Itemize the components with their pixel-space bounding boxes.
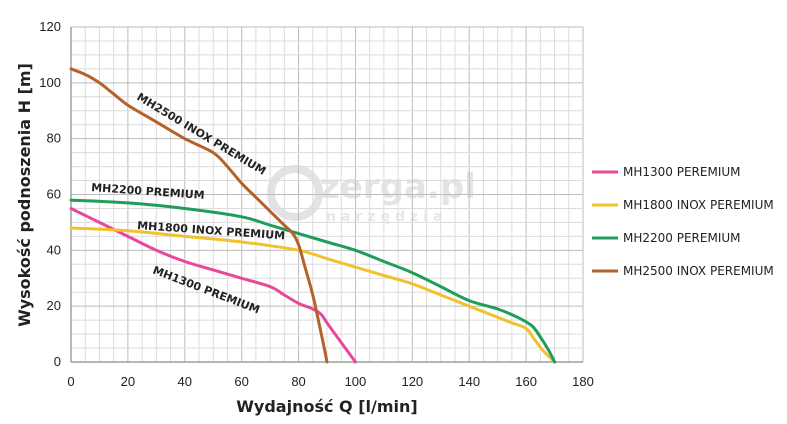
- series-lines: [69, 67, 557, 364]
- legend-label-0: MH1300 PEREMIUM: [623, 165, 741, 179]
- legend-label-2: MH2200 PEREMIUM: [623, 231, 741, 245]
- y-axis-title: Wysokość podnoszenia H [m]: [15, 63, 34, 327]
- x-tick-label: 0: [67, 374, 74, 389]
- x-tick-label: 160: [515, 374, 537, 389]
- y-tick-label: 120: [39, 19, 61, 34]
- y-tick-label: 100: [39, 75, 61, 90]
- y-tick-labels: 0 20 40 60 80 100 120: [39, 19, 61, 369]
- x-axis-title: Wydajność Q [l/min]: [236, 397, 417, 416]
- watermark-logo: zerga.pl narzędzia: [267, 165, 476, 225]
- legend-label-1: MH1800 INOX PEREMIUM: [623, 198, 774, 212]
- x-tick-label: 120: [401, 374, 423, 389]
- x-tick-label: 80: [291, 374, 305, 389]
- legend-label-3: MH2500 INOX PEREMIUM: [623, 264, 774, 278]
- x-tick-label: 40: [178, 374, 192, 389]
- x-tick-label: 180: [572, 374, 594, 389]
- y-tick-label: 80: [47, 131, 61, 146]
- y-tick-label: 0: [54, 354, 61, 369]
- series-line-1: [69, 226, 557, 364]
- y-tick-label: 40: [47, 242, 61, 257]
- series-line-0: [69, 207, 357, 364]
- series-line-3: [69, 67, 329, 364]
- series-line-2: [69, 198, 557, 364]
- x-tick-label: 20: [121, 374, 135, 389]
- legend: MH1300 PEREMIUM MH1800 INOX PEREMIUM MH220…: [592, 165, 774, 278]
- curve-label-2: MH2200 PREMIUM: [91, 181, 205, 202]
- x-tick-label: 140: [458, 374, 480, 389]
- x-tick-label: 100: [345, 374, 367, 389]
- x-tick-label: 60: [234, 374, 248, 389]
- x-tick-labels: 0 20 40 60 80 100 120 140 160 180: [67, 374, 593, 389]
- curve-label-0: MH1300 PREMIUM: [151, 264, 262, 317]
- watermark-icon: [267, 165, 323, 221]
- y-tick-label: 20: [47, 298, 61, 313]
- y-tick-label: 60: [47, 187, 61, 202]
- curve-label-3: MH2500 INOX PREMIUM: [134, 90, 268, 177]
